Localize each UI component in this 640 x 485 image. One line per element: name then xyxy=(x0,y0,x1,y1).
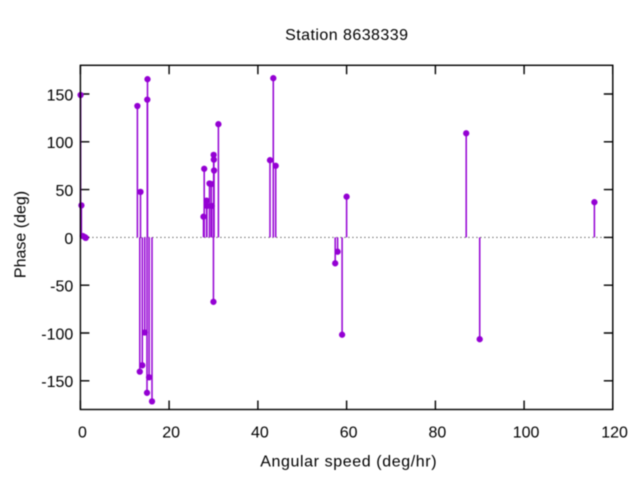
svg-text:80: 80 xyxy=(429,425,447,442)
svg-text:100: 100 xyxy=(513,425,540,442)
svg-text:40: 40 xyxy=(251,425,269,442)
svg-text:100: 100 xyxy=(47,135,74,152)
svg-text:-150: -150 xyxy=(41,374,73,391)
svg-text:20: 20 xyxy=(162,425,180,442)
svg-text:0: 0 xyxy=(78,425,87,442)
svg-text:0: 0 xyxy=(64,231,73,248)
svg-text:Phase (deg): Phase (deg) xyxy=(13,191,30,278)
svg-text:-50: -50 xyxy=(50,279,73,296)
svg-text:150: 150 xyxy=(47,87,74,104)
svg-text:Station 8638339: Station 8638339 xyxy=(285,27,408,44)
svg-text:-100: -100 xyxy=(41,326,73,343)
svg-text:Angular speed (deg/hr): Angular speed (deg/hr) xyxy=(260,454,437,471)
svg-text:60: 60 xyxy=(340,425,358,442)
svg-text:120: 120 xyxy=(601,425,628,442)
svg-text:50: 50 xyxy=(56,183,74,200)
